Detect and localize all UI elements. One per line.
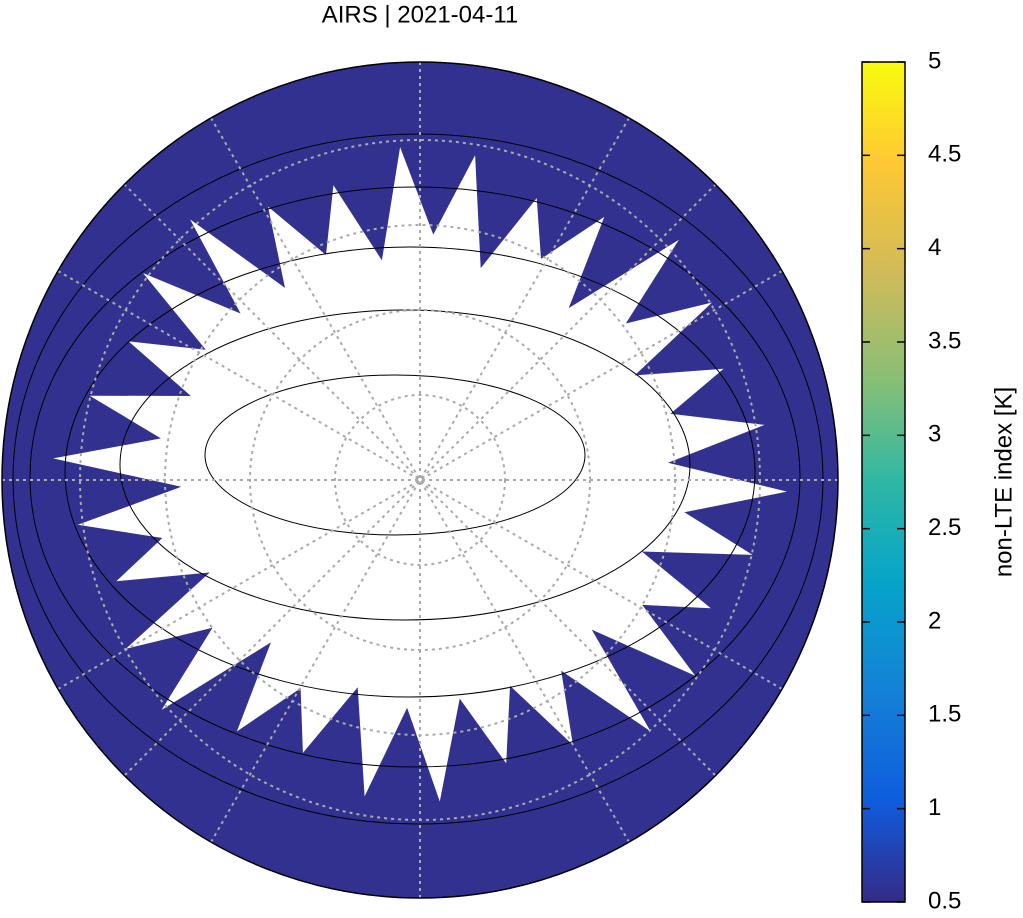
colorbar-tick-label: 4.5 <box>928 141 961 168</box>
colorbar-tick-label: 3.5 <box>928 327 961 354</box>
colorbar-tick-label: 1.5 <box>928 701 961 728</box>
data-gap <box>53 147 788 802</box>
colorbar-tick-label: 2 <box>928 607 941 634</box>
graticule <box>2 62 838 898</box>
colorbar-tick-label: 3 <box>928 421 941 448</box>
colorbar-tick-label: 2.5 <box>928 514 961 541</box>
colorbar-tick-label: 4 <box>928 234 941 261</box>
colorbar-tick-label: 1 <box>928 794 941 821</box>
colorbar <box>861 61 906 903</box>
colorbar-tick-label: 5 <box>928 47 941 74</box>
colorbar-label: non-LTE index [K] <box>990 387 1017 577</box>
map-border <box>1 61 839 899</box>
colorbar-tick-label: 0.5 <box>928 887 961 913</box>
map <box>2 62 838 898</box>
title: AIRS | 2021-04-11 <box>322 1 519 28</box>
